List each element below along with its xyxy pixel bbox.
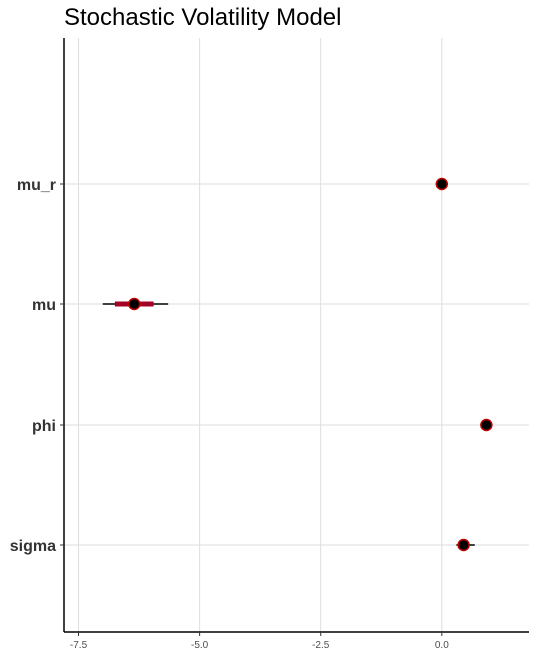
- median-point-sigma: [457, 538, 470, 552]
- x-tick-label: -7.5: [70, 640, 88, 651]
- axes: [60, 38, 529, 636]
- y-tick-label-mu-r: mu_r: [17, 177, 56, 194]
- tick-labels: -7.5 -5.0 -2.5 0.0 mu_rmu phi sigma: [10, 177, 449, 651]
- y-tick-label-sigma: sigma: [10, 538, 56, 555]
- grid-lines: [64, 38, 529, 632]
- y-tick-label-phi: phi: [32, 418, 56, 435]
- x-tick-label: 0.0: [435, 640, 449, 651]
- interval-marks: [102, 177, 493, 552]
- x-tick-label: -2.5: [312, 640, 330, 651]
- chart-title: Stochastic Volatility Model: [64, 4, 342, 31]
- x-tick-label: -5.0: [191, 640, 209, 651]
- median-point-mu: [127, 297, 141, 311]
- median-point-phi: [480, 418, 493, 432]
- y-tick-label-mu: mu: [32, 297, 56, 314]
- median-point-mu-r: [435, 177, 449, 191]
